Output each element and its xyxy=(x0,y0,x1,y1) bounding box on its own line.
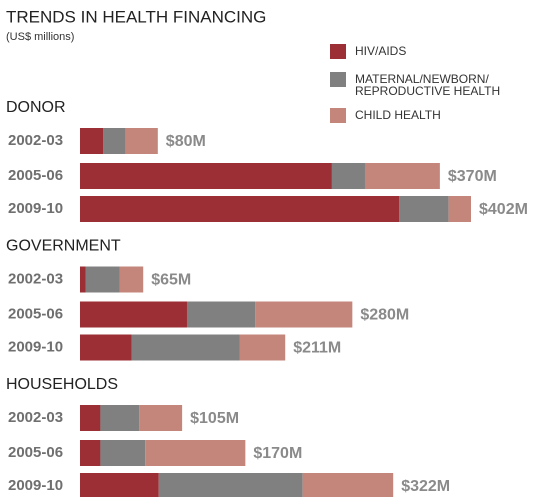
bar-segment xyxy=(186,301,256,328)
value-label: $105M xyxy=(190,410,239,427)
value-label: $65M xyxy=(151,272,191,289)
bar-segment xyxy=(145,440,246,466)
chart-title: TRENDS IN HEALTH FINANCING xyxy=(6,7,266,26)
legend-swatch xyxy=(330,108,346,123)
bar-segment xyxy=(80,405,101,431)
bar-segment xyxy=(80,440,101,466)
bar-segment xyxy=(80,473,159,497)
category-label: 2005-06 xyxy=(8,444,63,461)
bar-segment xyxy=(80,196,400,222)
bar-segment xyxy=(364,163,440,189)
bar-segment xyxy=(331,163,365,189)
bar-segment xyxy=(399,196,449,222)
chart-subtitle: (US$ millions) xyxy=(6,31,74,43)
bar-segment xyxy=(80,128,104,154)
group-label: HOUSEHOLDS xyxy=(6,376,118,393)
bar-segment xyxy=(255,301,353,328)
category-label: 2005-06 xyxy=(8,167,63,184)
bar-segment xyxy=(302,473,394,497)
bar-segment xyxy=(80,266,86,293)
legend-swatch xyxy=(330,44,346,59)
bar-segment xyxy=(80,301,187,328)
legend-label: MATERNAL/NEWBORN/ REPRODUCTIVE HEALTH xyxy=(355,72,501,98)
value-label: $370M xyxy=(448,168,497,185)
category-label: 2002-03 xyxy=(8,132,63,149)
bar-segment xyxy=(80,163,332,189)
category-label: 2002-03 xyxy=(8,409,63,426)
bar-segment xyxy=(448,196,471,222)
bar-segment xyxy=(80,334,132,361)
bar-segment xyxy=(100,440,146,466)
bar-segment xyxy=(100,405,140,431)
bar-segment xyxy=(103,128,126,154)
bar-segment xyxy=(158,473,303,497)
group-label: DONOR xyxy=(6,99,66,116)
value-label: $170M xyxy=(253,445,302,462)
group-label: GOVERNMENT xyxy=(6,238,121,255)
legend-label: CHILD HEALTH xyxy=(355,108,441,122)
legend-label: HIV/AIDS xyxy=(355,44,407,58)
category-label: 2009-10 xyxy=(8,477,63,494)
value-label: $402M xyxy=(479,201,528,218)
value-label: $322M xyxy=(401,478,450,495)
bar-segment xyxy=(119,266,144,293)
value-label: $280M xyxy=(360,307,409,324)
category-label: 2005-06 xyxy=(8,305,63,322)
legend-swatch xyxy=(330,72,346,87)
bar-segment xyxy=(125,128,158,154)
bar-segment xyxy=(85,266,120,293)
category-label: 2009-10 xyxy=(8,338,63,355)
category-label: 2009-10 xyxy=(8,200,63,217)
bar-segment xyxy=(139,405,183,431)
category-label: 2002-03 xyxy=(8,270,63,287)
value-label: $80M xyxy=(166,133,206,150)
value-label: $211M xyxy=(293,340,341,357)
bar-segment xyxy=(239,334,286,361)
bar-segment xyxy=(131,334,240,361)
